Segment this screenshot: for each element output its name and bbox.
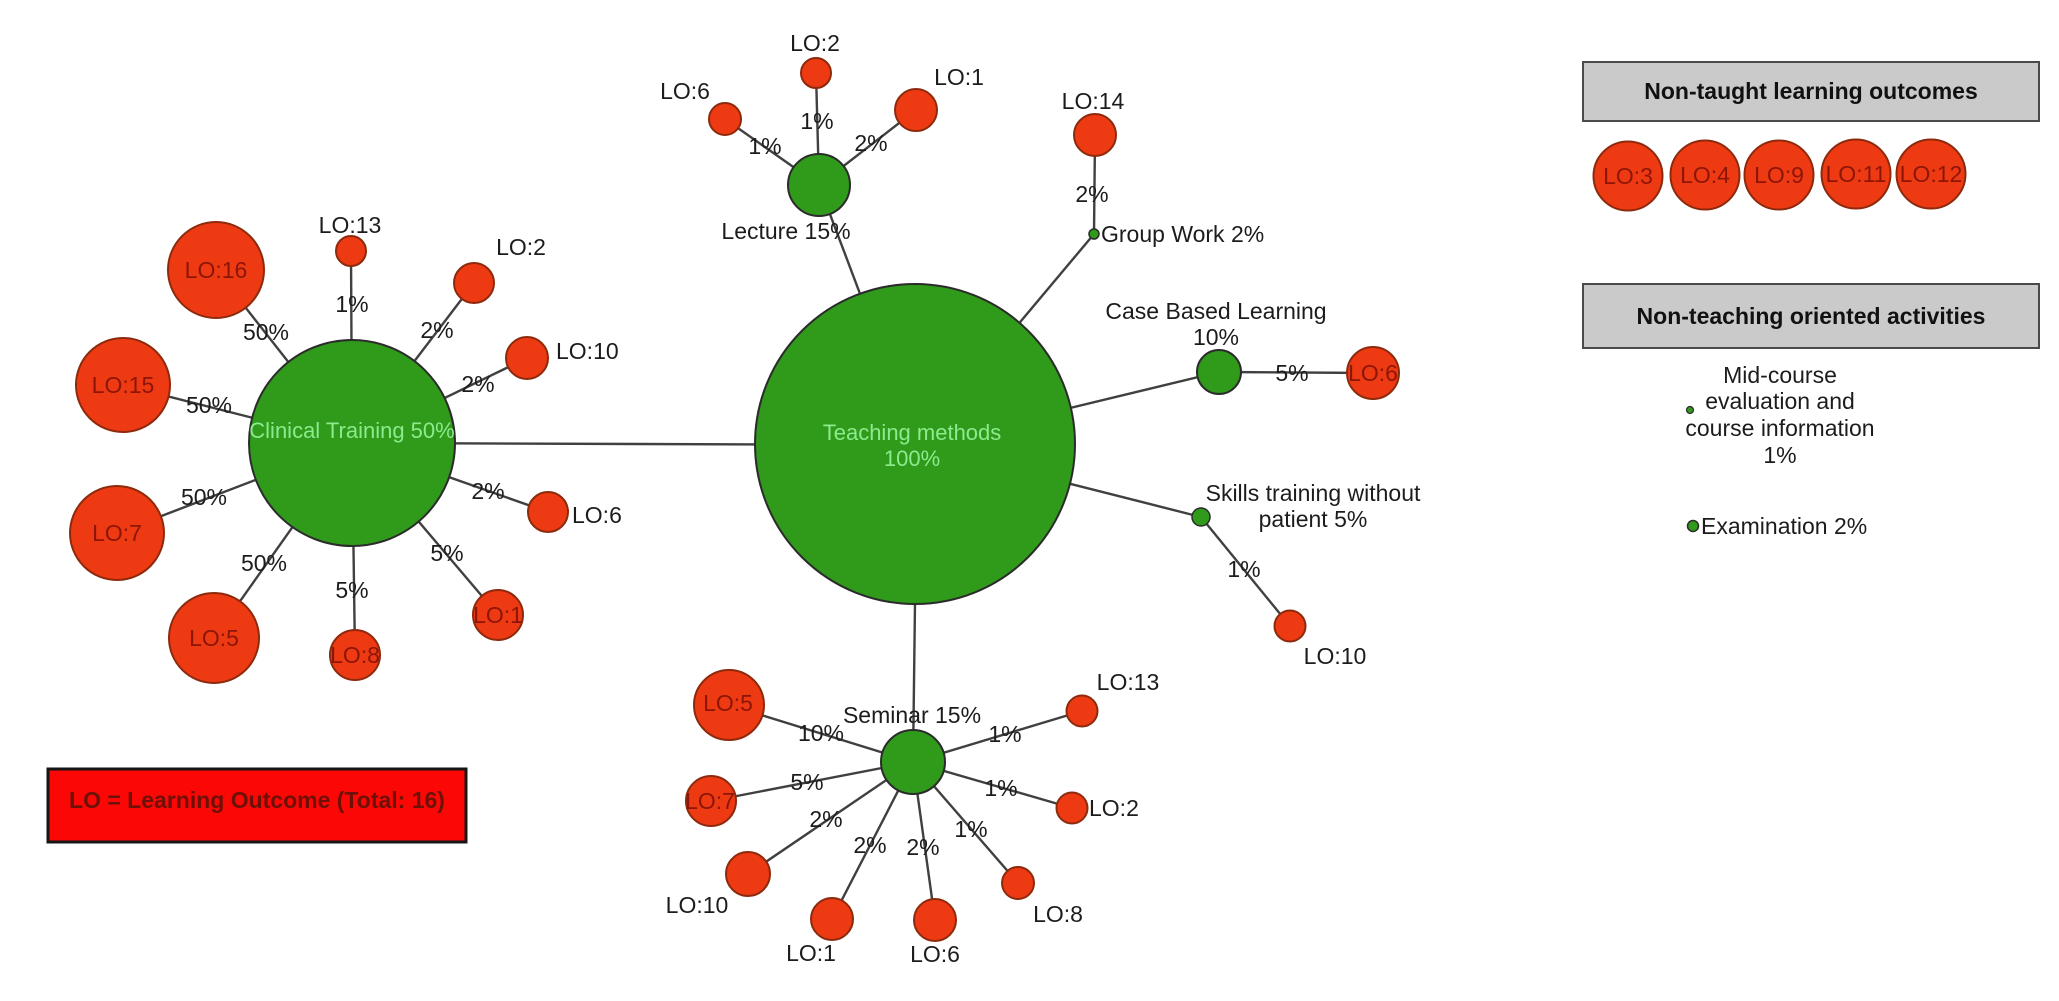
svg-text:LO:7: LO:7 <box>92 520 142 546</box>
svg-text:LO:13: LO:13 <box>319 212 382 238</box>
svg-text:5%: 5% <box>1275 360 1308 386</box>
svg-text:10%: 10% <box>798 720 844 746</box>
svg-text:course information: course information <box>1685 415 1874 441</box>
svg-text:LO:14: LO:14 <box>1062 88 1125 114</box>
svg-text:patient 5%: patient 5% <box>1259 506 1368 532</box>
svg-text:2%: 2% <box>853 832 886 858</box>
svg-text:LO:2: LO:2 <box>790 30 840 56</box>
svg-text:Examination 2%: Examination 2% <box>1701 513 1867 539</box>
svg-text:LO:1: LO:1 <box>473 602 523 628</box>
svg-text:Seminar 15%: Seminar 15% <box>843 702 981 728</box>
svg-text:5%: 5% <box>790 769 823 795</box>
svg-text:1%: 1% <box>748 133 781 159</box>
svg-text:LO:3: LO:3 <box>1603 163 1653 189</box>
svg-text:2%: 2% <box>854 130 887 156</box>
svg-text:Case Based Learning: Case Based Learning <box>1105 298 1326 324</box>
svg-text:LO:16: LO:16 <box>185 257 248 283</box>
svg-text:LO:15: LO:15 <box>92 372 155 398</box>
svg-text:Teaching methods: Teaching methods <box>823 420 1002 445</box>
svg-text:LO:6: LO:6 <box>1348 360 1398 386</box>
svg-text:LO:9: LO:9 <box>1754 162 1804 188</box>
svg-text:Mid-course: Mid-course <box>1723 362 1837 388</box>
svg-text:2%: 2% <box>1075 181 1108 207</box>
svg-text:1%: 1% <box>1763 442 1796 468</box>
svg-text:LO:12: LO:12 <box>1900 161 1963 187</box>
svg-text:Skills training without: Skills training without <box>1206 480 1421 506</box>
svg-text:100%: 100% <box>884 446 940 471</box>
svg-text:LO:6: LO:6 <box>660 78 710 104</box>
svg-text:1%: 1% <box>1227 556 1260 582</box>
svg-text:Clinical Training 50%: Clinical Training 50% <box>249 418 454 443</box>
svg-text:LO:6: LO:6 <box>572 502 622 528</box>
svg-text:1%: 1% <box>335 291 368 317</box>
svg-text:1%: 1% <box>800 108 833 134</box>
svg-text:evaluation and: evaluation and <box>1705 388 1855 414</box>
svg-text:50%: 50% <box>241 550 287 576</box>
svg-text:LO:5: LO:5 <box>703 690 753 716</box>
svg-text:50%: 50% <box>181 484 227 510</box>
svg-text:Group Work 2%: Group Work 2% <box>1101 221 1264 247</box>
svg-text:LO:8: LO:8 <box>330 642 380 668</box>
svg-text:LO:7: LO:7 <box>685 788 735 814</box>
svg-text:LO:2: LO:2 <box>1089 795 1139 821</box>
svg-text:2%: 2% <box>461 371 494 397</box>
svg-text:Non-teaching oriented activiti: Non-teaching oriented activities <box>1637 303 1986 329</box>
svg-text:50%: 50% <box>186 392 232 418</box>
svg-text:2%: 2% <box>420 317 453 343</box>
svg-text:LO:6: LO:6 <box>910 941 960 967</box>
svg-text:LO:1: LO:1 <box>934 64 984 90</box>
svg-text:2%: 2% <box>471 478 504 504</box>
svg-text:LO:8: LO:8 <box>1033 901 1083 927</box>
svg-text:LO:10: LO:10 <box>556 338 619 364</box>
svg-text:LO:10: LO:10 <box>1304 643 1367 669</box>
svg-text:Non-taught learning outcomes: Non-taught learning outcomes <box>1644 78 1978 104</box>
svg-text:5%: 5% <box>430 540 463 566</box>
svg-text:Lecture 15%: Lecture 15% <box>721 218 850 244</box>
svg-text:2%: 2% <box>809 806 842 832</box>
svg-text:50%: 50% <box>243 319 289 345</box>
svg-text:10%: 10% <box>1193 324 1239 350</box>
svg-text:1%: 1% <box>984 775 1017 801</box>
svg-text:1%: 1% <box>954 816 987 842</box>
svg-text:LO:5: LO:5 <box>189 625 239 651</box>
svg-text:5%: 5% <box>335 577 368 603</box>
svg-text:LO:2: LO:2 <box>496 234 546 260</box>
svg-text:LO = Learning Outcome (Total:: LO = Learning Outcome (Total: 16) <box>69 787 445 813</box>
svg-text:LO:11: LO:11 <box>1826 161 1887 187</box>
svg-text:LO:4: LO:4 <box>1680 162 1730 188</box>
svg-text:1%: 1% <box>988 721 1021 747</box>
svg-text:LO:10: LO:10 <box>666 892 729 918</box>
svg-text:2%: 2% <box>906 834 939 860</box>
svg-text:LO:1: LO:1 <box>786 940 836 966</box>
svg-text:LO:13: LO:13 <box>1097 669 1160 695</box>
